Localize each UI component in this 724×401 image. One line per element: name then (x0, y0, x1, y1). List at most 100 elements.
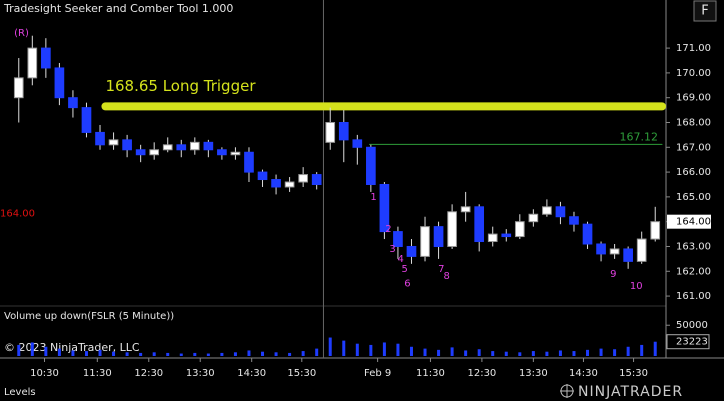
volume-bar (545, 351, 549, 356)
level-label: 168.65 Long Trigger (105, 77, 256, 95)
candle-body (81, 107, 92, 133)
level-label: 167.12 (620, 130, 659, 143)
volume-bar (166, 352, 170, 356)
volume-bar (531, 351, 535, 356)
logo: NINJATRADER (560, 384, 683, 400)
x-tick-label: 12:30 (134, 368, 163, 379)
volume-bar (84, 351, 88, 356)
candle-body (108, 139, 119, 146)
left-price-label: 164.00 (0, 209, 35, 220)
candle-body (406, 245, 417, 257)
volume-bar (44, 346, 48, 356)
candle-body (569, 216, 579, 225)
volume-bar (17, 344, 21, 356)
corner-button[interactable] (693, 0, 717, 22)
volume-last-box (666, 334, 710, 350)
y-tick-label: 165.00 (676, 192, 711, 203)
bar-count-label: 8 (444, 271, 450, 282)
candle-body (650, 221, 661, 240)
volume-bar (355, 343, 359, 356)
candle-body (487, 233, 498, 243)
volume-bar (57, 348, 61, 356)
candle-body (460, 206, 471, 213)
candle-body (582, 223, 593, 245)
candle-body (636, 238, 647, 262)
candle-body (13, 77, 24, 99)
y-tick-label: 166.00 (676, 167, 711, 178)
x-tick-label: 15:30 (619, 368, 648, 379)
volume-bar (423, 348, 427, 356)
candle-body (542, 206, 552, 215)
volume-bar (342, 340, 346, 356)
volume-bar (220, 352, 224, 356)
y-tick-label: 169.00 (676, 93, 711, 104)
candle-body (271, 179, 281, 188)
x-tick-label: Feb 9 (364, 368, 391, 379)
bar-count-label: 2 (385, 224, 391, 235)
x-tick-label: 15:30 (287, 368, 316, 379)
candle-body (217, 149, 227, 156)
bar-count-label: 5 (402, 264, 408, 275)
bar-count-label: 3 (389, 244, 395, 255)
volume-bar (152, 352, 156, 356)
volume-bar (315, 348, 319, 356)
volume-bar (586, 349, 590, 356)
candle-body (41, 47, 51, 69)
volume-bar (125, 352, 129, 356)
candle-body (162, 144, 173, 151)
volume-bar (613, 349, 617, 356)
y-tick-label: 163.00 (676, 241, 711, 252)
corner-button-label[interactable]: F (701, 4, 708, 19)
candle-body (298, 174, 308, 183)
volume-bar (179, 353, 183, 356)
last-price-label: 164.00 (676, 217, 711, 228)
volume-bar (288, 352, 292, 356)
indicator-title: Tradesight Seeker and Comber Tool 1.000 (3, 2, 233, 15)
candle-body (352, 139, 363, 148)
y-tick-label: 168.00 (676, 117, 711, 128)
x-tick-label: 14:30 (569, 368, 598, 379)
candle-body (420, 226, 430, 257)
volume-bar (626, 346, 630, 356)
candle-body (514, 221, 525, 238)
last-price-box (667, 214, 711, 229)
candle-body (176, 144, 187, 151)
candle-body (474, 206, 485, 243)
volume-bar (98, 349, 102, 356)
candle-body (68, 97, 78, 109)
x-tick-label: 11:30 (416, 368, 445, 379)
volume-bar (653, 341, 657, 356)
y-tick-label: 170.00 (676, 68, 711, 79)
volume-bar (477, 349, 481, 356)
x-tick-label: 14:30 (237, 368, 266, 379)
volume-bar (112, 351, 116, 356)
candle-body (54, 67, 65, 99)
candle-body (338, 121, 349, 141)
candle-body (555, 206, 566, 218)
volume-bar (261, 351, 265, 356)
volume-bar (491, 351, 495, 356)
x-tick-label: 13:30 (519, 368, 548, 379)
volume-bar (139, 352, 143, 356)
candle-body (447, 211, 457, 247)
candle-body (596, 243, 606, 255)
y-tick-label: 162.00 (676, 266, 711, 277)
bar-count-label: 9 (610, 269, 616, 280)
candle-body (189, 141, 200, 151)
volume-bar (437, 349, 441, 356)
candle-body (244, 151, 254, 173)
volume-bar (206, 353, 210, 356)
volume-bar (450, 347, 454, 356)
volume-bar (409, 346, 413, 356)
copyright: © 2023 NinjaTrader, LLC (4, 341, 140, 354)
candle-body (257, 171, 268, 181)
volume-bar (640, 344, 644, 356)
bar-count-label: 4 (397, 254, 403, 265)
candle-body (433, 226, 444, 247)
x-tick-label: 12:30 (467, 368, 496, 379)
logo-text: NINJATRADER (578, 384, 683, 400)
volume-bar (558, 350, 562, 356)
candle-body (135, 149, 146, 156)
volume-bar (464, 350, 468, 356)
